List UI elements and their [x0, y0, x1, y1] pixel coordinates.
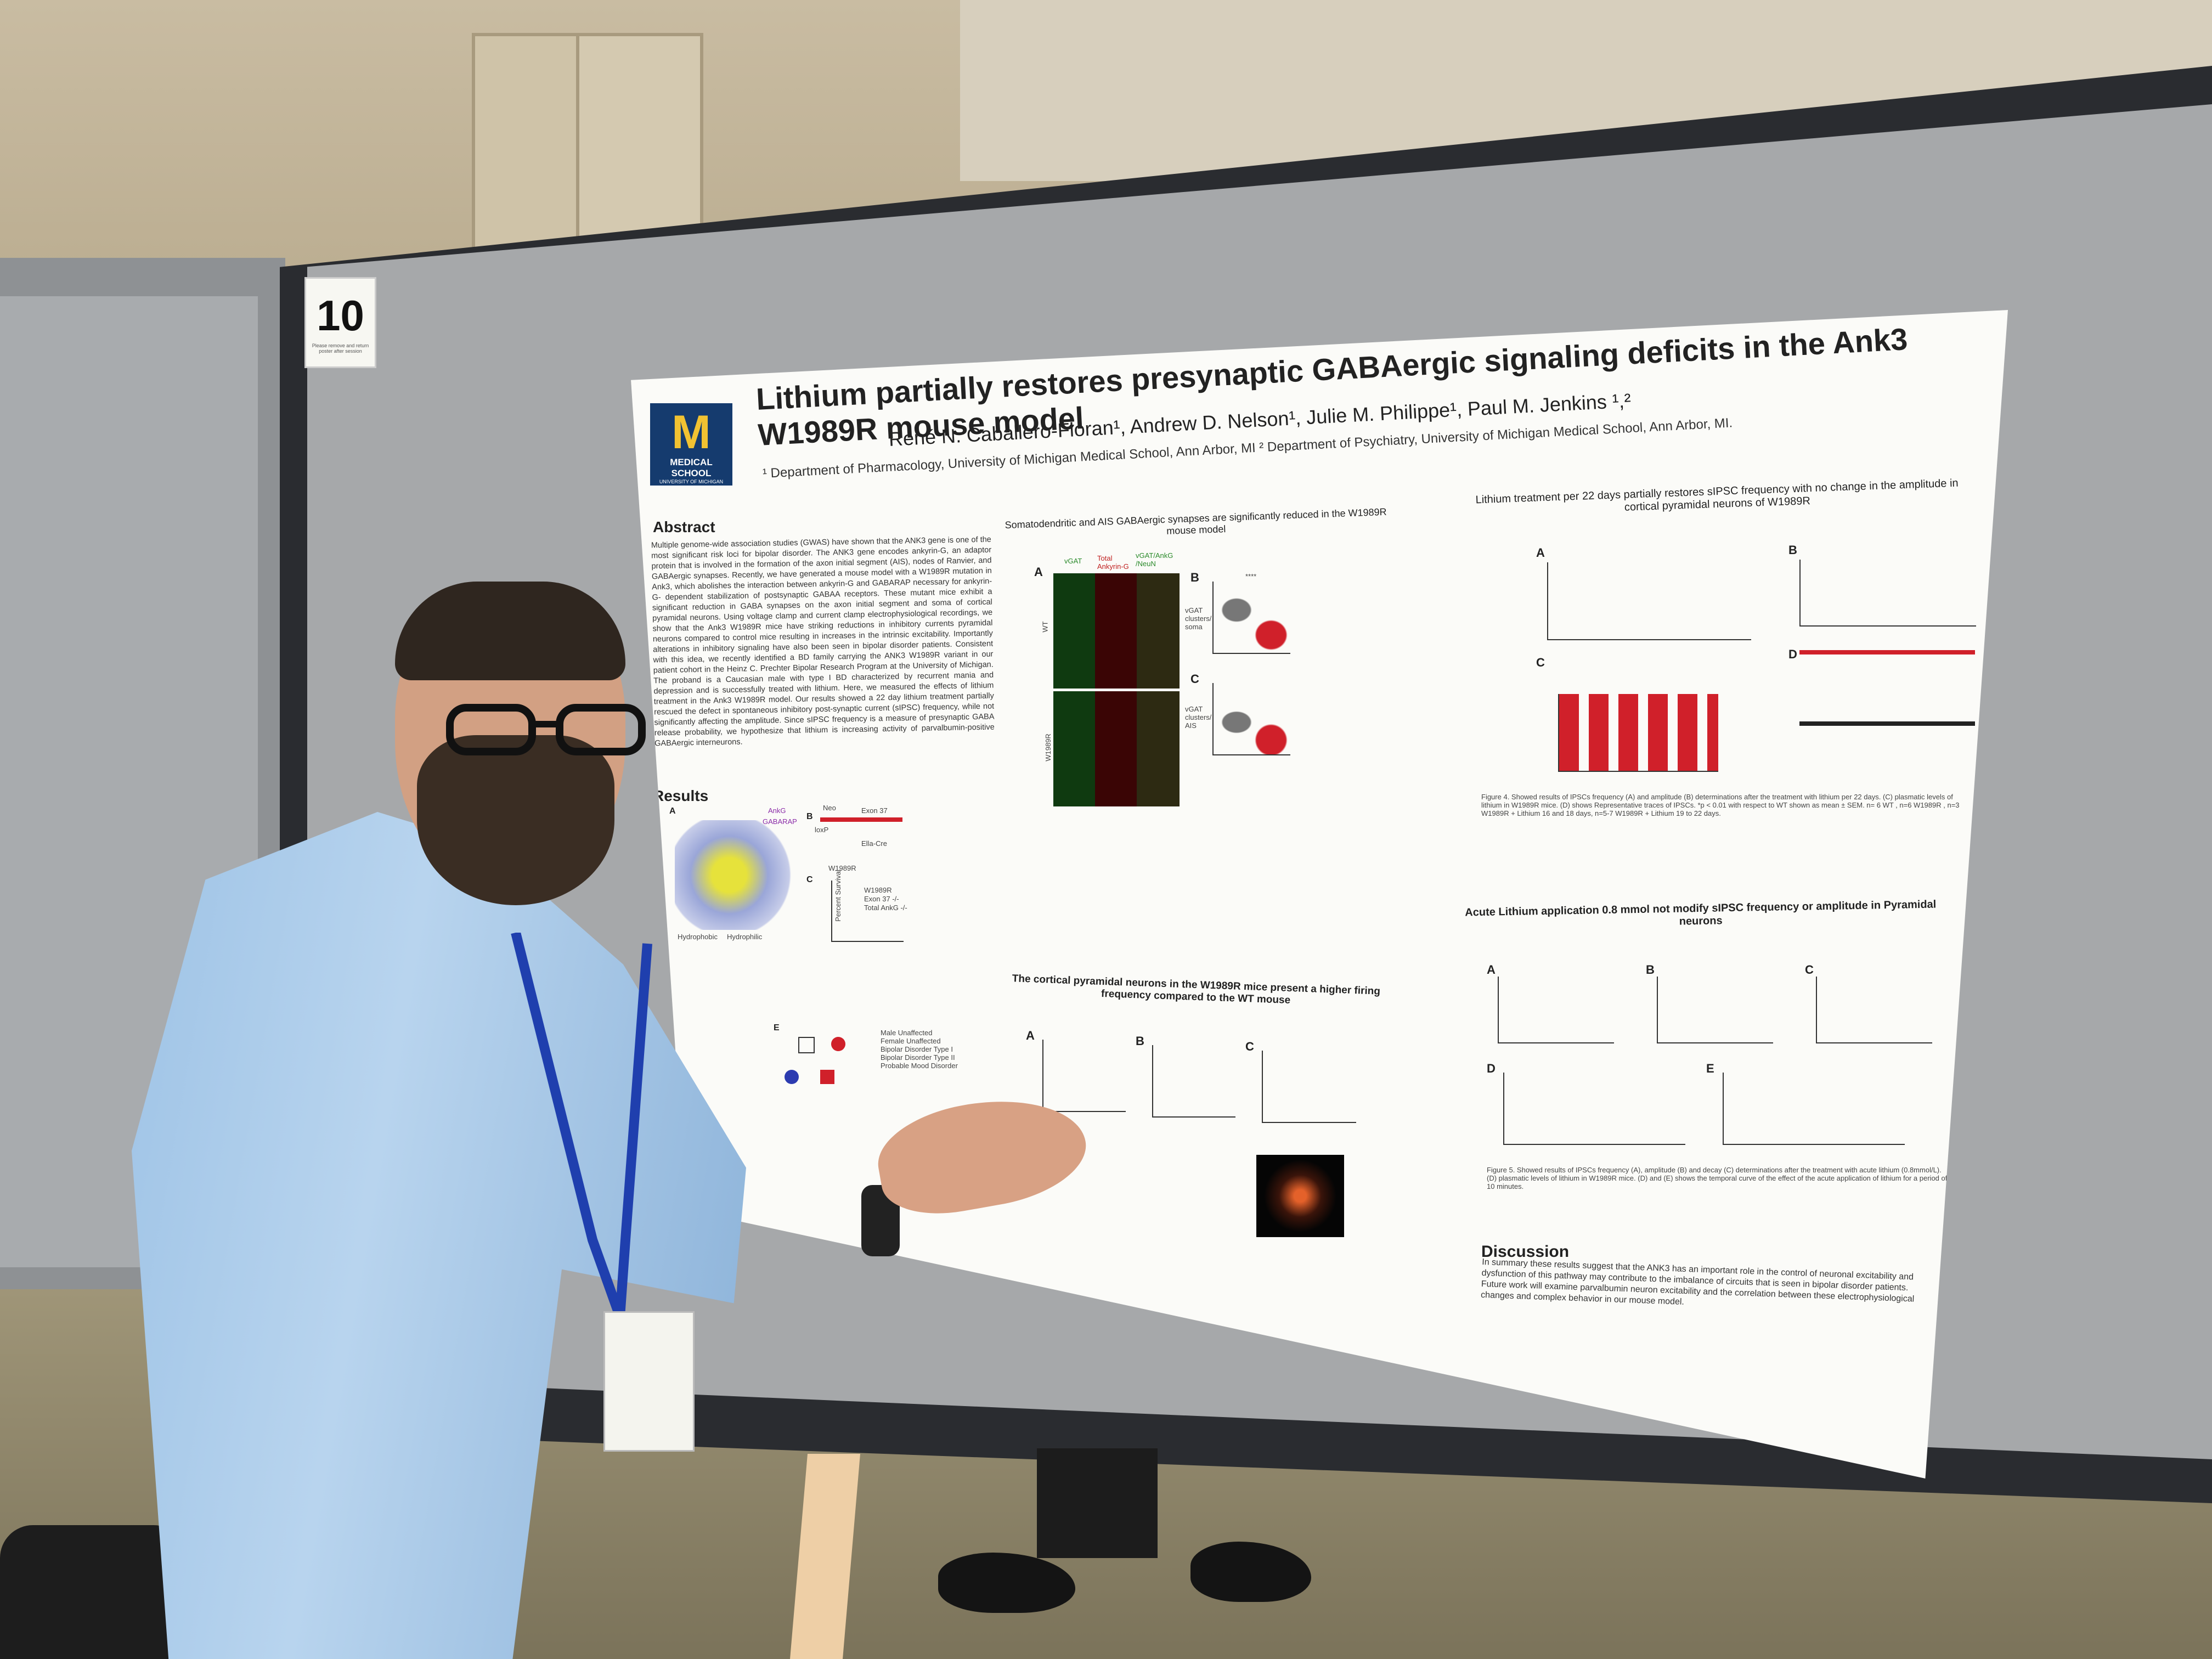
panel-label-a2: A: [1034, 565, 1043, 579]
pedigree-legend: Male Unaffected Female Unaffected Bipola…: [881, 1029, 979, 1070]
filled-neuron-image: [1256, 1155, 1344, 1237]
significance-b: ****: [1245, 572, 1257, 580]
trace-lithium: [1799, 721, 1975, 726]
plot-acute-timecourse-d: [1503, 1073, 1685, 1145]
construct-bar: [820, 817, 902, 822]
trace-mutant: [1799, 650, 1975, 654]
ella-cre-label: Ella-Cre: [861, 839, 887, 848]
row-label-w1989r: W1989R: [1043, 733, 1052, 761]
pedigree-male: [798, 1037, 815, 1053]
plot-firing-c: [1262, 1051, 1356, 1123]
loxp-label: loxP: [815, 826, 829, 834]
results-heading: Results: [653, 787, 709, 804]
plot-acute-frequency: [1498, 977, 1614, 1043]
plot-ipsc-amplitude: [1799, 560, 1976, 627]
presenter-hair: [395, 582, 625, 680]
figure5-caption: Figure 5. Showed results of IPSCs freque…: [1487, 1166, 1948, 1190]
name-badge: [603, 1311, 695, 1452]
pedigree-legend-item: Bipolar Disorder Type II: [881, 1053, 955, 1062]
discussion-heading: Discussion: [1481, 1243, 1570, 1261]
neo-label: Neo: [823, 804, 836, 812]
backpack: [0, 1525, 187, 1659]
plot-acute-amplitude: [1657, 977, 1773, 1043]
pedigree-legend-item: Male Unaffected: [881, 1029, 933, 1037]
pedigree-proband: [820, 1070, 834, 1084]
row-label-wt: WT: [1041, 621, 1049, 633]
booth-number: 10: [317, 291, 364, 340]
vgat-header: vGAT: [1064, 557, 1082, 565]
pedigree-child-1: [785, 1070, 799, 1084]
logo-line1: MEDICAL SCHOOL: [670, 457, 713, 478]
plot-lithium-levels: [1558, 694, 1718, 772]
plot-ipsc-frequency: [1547, 562, 1751, 640]
logo-line2: UNIVERSITY OF MICHIGAN: [659, 479, 724, 484]
panel-label-b3: B: [1788, 543, 1797, 557]
ankg-label: AnkG: [768, 806, 786, 815]
panel-label-d5: D: [1487, 1062, 1496, 1075]
logo-letter: M: [672, 406, 711, 459]
panel-label-b2: B: [1190, 571, 1199, 584]
merge-header: vGAT/AnkG /NeuN: [1136, 551, 1173, 568]
survival-legend-1: W1989R: [864, 886, 892, 894]
abstract-text: Multiple genome-wide association studies…: [651, 535, 995, 748]
microscopy-wt: [1053, 573, 1180, 689]
panel-label-c2: C: [1190, 672, 1199, 686]
panel-label-a4: A: [1026, 1029, 1035, 1042]
michigan-medicine-logo: M MEDICAL SCHOOL UNIVERSITY OF MICHIGAN: [650, 403, 732, 486]
w1989r-construct-label: W1989R: [828, 864, 856, 872]
protein-structure-image: [675, 820, 795, 930]
panel-label-e5: E: [1706, 1062, 1714, 1075]
figure1-heading: Somatodendritic and AIS GABAergic synaps…: [1005, 506, 1387, 537]
panel-label-c3: C: [1536, 656, 1545, 669]
microscopy-w1989r: [1053, 691, 1180, 806]
plot-firing-a: [1042, 1040, 1126, 1112]
booth-number-card: 10 Please remove and return poster after…: [304, 277, 376, 368]
plot-acute-decay: [1816, 977, 1932, 1043]
panel-label-d3: D: [1788, 647, 1797, 661]
panel-label-e1: E: [774, 1023, 780, 1032]
survival-plot: [831, 881, 904, 942]
ylabel-b: vGAT clusters/ soma: [1185, 606, 1212, 631]
ylabel-c: vGAT clusters/ AIS: [1185, 705, 1212, 730]
gabarap-label: GABARAP: [763, 817, 797, 826]
lanyard: [511, 933, 652, 1319]
eyeglasses-icon: [446, 704, 646, 755]
panel-label-b5: B: [1646, 963, 1655, 977]
panel-label-a1: A: [669, 806, 676, 816]
plot-firing-b: [1152, 1045, 1235, 1118]
panel-label-b1: B: [806, 812, 813, 821]
panel-label-c4: C: [1245, 1040, 1254, 1053]
figure4-caption: Figure 4. Showed results of IPSCs freque…: [1481, 793, 1960, 817]
exon-label: Exon 37: [861, 806, 888, 815]
pedigree-legend-item: Female Unaffected: [881, 1037, 941, 1045]
booth-card-note: Please remove and return poster after se…: [312, 343, 369, 354]
discussion-text: In summary these results suggest that th…: [1480, 1257, 1915, 1307]
hydrophobic-label: Hydrophobic: [678, 933, 718, 941]
abstract-heading: Abstract: [653, 518, 715, 535]
scatter-plot-b: [1212, 582, 1290, 654]
figure2-heading: Lithium treatment per 22 days partially …: [1475, 477, 1959, 514]
hydrophilic-label: Hydrophilic: [727, 933, 763, 941]
background-person-pants: [1037, 1448, 1158, 1558]
survival-legend-2: Exon 37 -/-: [864, 895, 899, 903]
pedigree-legend-item: Bipolar Disorder Type I: [881, 1045, 953, 1053]
pedigree-female-affected: [831, 1037, 845, 1051]
survival-legend-3: Total AnkG -/-: [864, 904, 907, 912]
panel-label-b4: B: [1136, 1034, 1144, 1048]
figure3-heading: The cortical pyramidal neurons in the W1…: [1012, 973, 1381, 1007]
panel-label-a3: A: [1536, 546, 1545, 560]
panel-label-a5: A: [1487, 963, 1496, 977]
plot-acute-timecourse-e: [1723, 1073, 1905, 1145]
pedigree-legend-item: Probable Mood Disorder: [881, 1062, 958, 1070]
panel-label-c5: C: [1805, 963, 1814, 977]
total-ankg-header: Total Ankyrin-G: [1097, 554, 1129, 571]
figure5-heading: Acute Lithium application 0.8 mmol not m…: [1465, 898, 1937, 928]
panel-label-c1: C: [806, 875, 813, 884]
scatter-plot-c: [1212, 683, 1290, 755]
presenter-beard: [417, 735, 614, 905]
